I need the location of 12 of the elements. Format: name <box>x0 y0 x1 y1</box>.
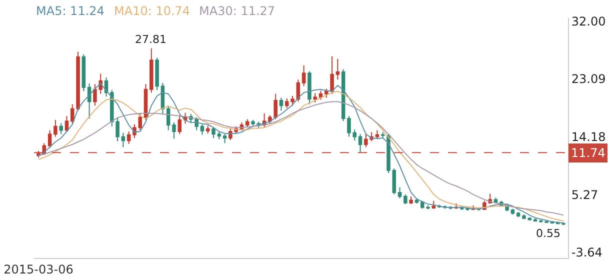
text: MA10: 10.74 <box>114 4 190 18</box>
ref-line-label: 11.74 <box>571 146 606 160</box>
y-tick-label: 5.27 <box>571 188 598 202</box>
y-tick-label: 14.18 <box>571 130 606 144</box>
annotation: 0.55 <box>536 227 560 240</box>
annotation: 27.81 <box>135 33 166 46</box>
y-tick-label: -3.64 <box>571 246 602 260</box>
y-tick-label: 23.09 <box>571 72 606 86</box>
x-tick-label: 2015-03-06 <box>4 262 74 276</box>
text: MA5: 11.24 <box>36 4 104 18</box>
text: MA30: 11.27 <box>199 4 276 18</box>
y-tick-label: 32.00 <box>571 14 606 28</box>
